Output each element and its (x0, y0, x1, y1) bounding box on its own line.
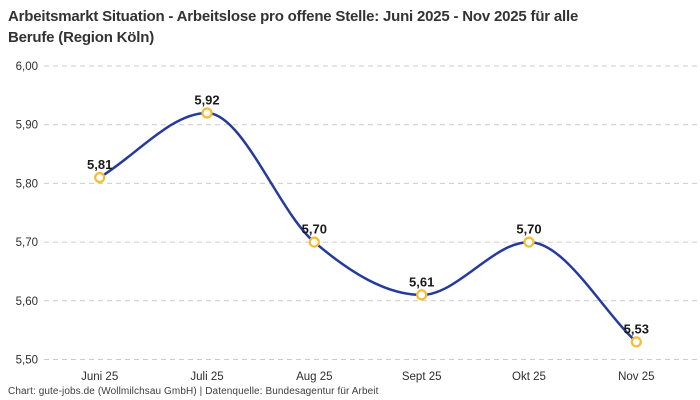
y-tick-label: 5,70 (16, 237, 38, 249)
y-tick-label: 5,50 (16, 355, 38, 367)
x-axis-label: Okt 25 (512, 371, 546, 383)
data-point-label: 5,92 (194, 93, 219, 108)
x-axis-label: Nov 25 (618, 371, 654, 383)
y-tick-label: 6,00 (16, 61, 38, 73)
x-axis-label: Juli 25 (190, 371, 223, 383)
data-point-marker[interactable] (94, 171, 106, 184)
data-point-label: 5,70 (302, 222, 327, 237)
data-point-marker[interactable] (308, 236, 320, 248)
data-point-label: 5,70 (516, 222, 541, 237)
y-tick-label: 5,60 (16, 296, 38, 308)
data-point-label: 5,81 (87, 157, 112, 172)
chart-title: Arbeitsmarkt Situation - Arbeitslose pro… (8, 8, 579, 46)
y-tick-label: 5,90 (16, 120, 38, 132)
x-axis-label: Juni 25 (81, 371, 118, 383)
data-point-marker[interactable] (201, 107, 213, 119)
x-axis-label: Sept 25 (402, 371, 442, 383)
data-point-marker[interactable] (416, 289, 428, 301)
data-point-marker[interactable] (523, 236, 535, 248)
chart-source-attribution: Chart: gute-jobs.de (Wollmilchsau GmbH) … (8, 386, 379, 397)
y-tick-label: 5,80 (16, 178, 38, 190)
series-line (98, 111, 638, 344)
data-point-marker[interactable] (630, 336, 642, 348)
data-point-label: 5,53 (624, 321, 649, 336)
data-point-label: 5,61 (409, 274, 434, 289)
x-axis-label: Aug 25 (296, 371, 332, 383)
